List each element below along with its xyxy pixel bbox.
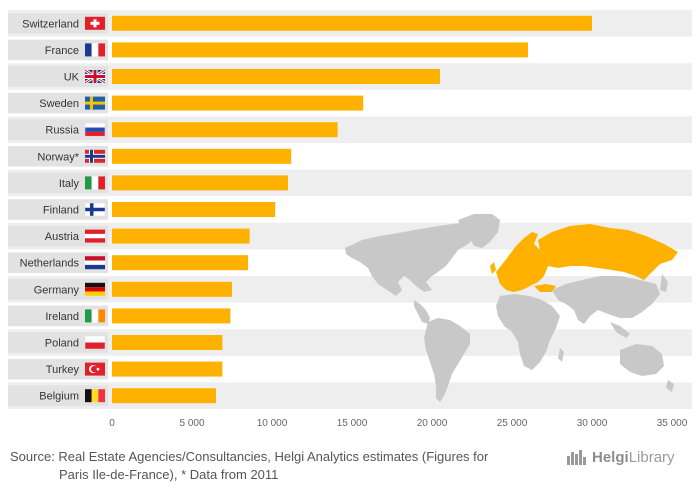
category-label-box [8,66,108,87]
italy-flag [85,176,105,190]
category-label: Finland [43,205,79,217]
category-label: Russia [45,125,80,137]
bars [112,15,592,404]
category-label-box [8,279,108,300]
category-label: France [45,45,79,57]
world-map-illustration [345,214,678,402]
helgilibrary-logo: HelgiLibrary [566,448,675,466]
category-label: Poland [45,338,79,350]
x-tick-label: 0 [109,418,115,429]
bar [112,308,231,324]
bar [112,122,338,138]
x-tick-label: 5 000 [179,418,204,429]
ireland-flag [85,309,105,323]
source-note: Source: Real Estate Agencies/Consultanci… [10,448,570,484]
category-label-box [8,199,108,220]
germany-flag [85,282,105,296]
bar [112,42,528,58]
category-label: Germany [34,284,80,296]
row-stripe [8,382,692,409]
category-label: Belgium [39,391,79,403]
category-label-box [8,119,108,140]
uk-flag [84,68,106,85]
category-label-box [8,39,108,61]
bar [112,95,364,111]
x-tick-label: 25 000 [497,418,528,429]
bar [112,148,292,164]
category-label-box [8,332,108,353]
bar [112,335,223,350]
category-label-box [8,13,108,34]
helgilibrary-logo-icon [567,450,586,465]
category-label: Netherlands [20,258,80,270]
country-flags [84,16,106,403]
category-label-box [8,385,108,406]
bar [112,361,223,377]
category-label-box [8,358,108,380]
netherlands-flag [85,256,105,270]
bar [112,228,250,244]
x-tick-label: 10 000 [257,418,288,429]
category-label: UK [64,72,80,84]
logo-text-library: Library [628,448,675,466]
category-label: Norway* [37,151,79,163]
poland-flag [84,335,106,350]
bar [112,202,276,217]
category-label: Sweden [39,98,79,110]
category-label: Italy [59,178,80,190]
category-label: Austria [45,231,80,243]
bar [112,69,440,84]
austria-flag [85,229,105,243]
finland-flag [84,202,106,217]
category-label: Turkey [46,364,80,376]
category-label: Switzerland [22,18,79,30]
x-tick-label: 20 000 [417,418,448,429]
turkey-flag [85,362,105,376]
norway-flag [85,149,105,163]
bar [112,388,216,404]
logo-text-helgi: Helgi [592,448,629,466]
x-axis-ticks: 0 5 000 10 000 15 000 20 000 25 000 30 000 35 0… [109,418,688,429]
belgium-flag [85,389,105,403]
x-tick-label: 30 000 [577,418,608,429]
category-label-box [8,305,108,327]
category-labels: Switzerland France UK Sweden Russia Norway* It… [8,13,108,406]
row-stripe [8,329,692,356]
france-flag [85,43,105,57]
row-stripe [8,169,692,197]
bar [112,281,232,297]
russia-flag [84,122,106,137]
bar [112,15,592,31]
category-label-box [8,146,108,167]
switzerland-flag [85,16,105,30]
x-tick-label: 15 000 [337,418,368,429]
category-label-box [8,225,108,247]
category-label: Ireland [45,311,79,323]
sweden-flag [85,96,105,110]
source-line-1: Source: Real Estate Agencies/Consultanci… [10,449,489,464]
bar-chart: Switzerland France UK Sweden Russia Norway* It… [8,10,692,429]
category-label-box [8,92,108,114]
category-label-box [8,252,108,273]
bar [112,175,288,191]
x-tick-label: 35 000 [657,418,688,429]
row-stripe [8,116,692,143]
category-label-box [8,172,108,194]
source-line-2: Paris Ile-de-France), * Data from 2011 [59,467,279,482]
bar [112,255,248,271]
